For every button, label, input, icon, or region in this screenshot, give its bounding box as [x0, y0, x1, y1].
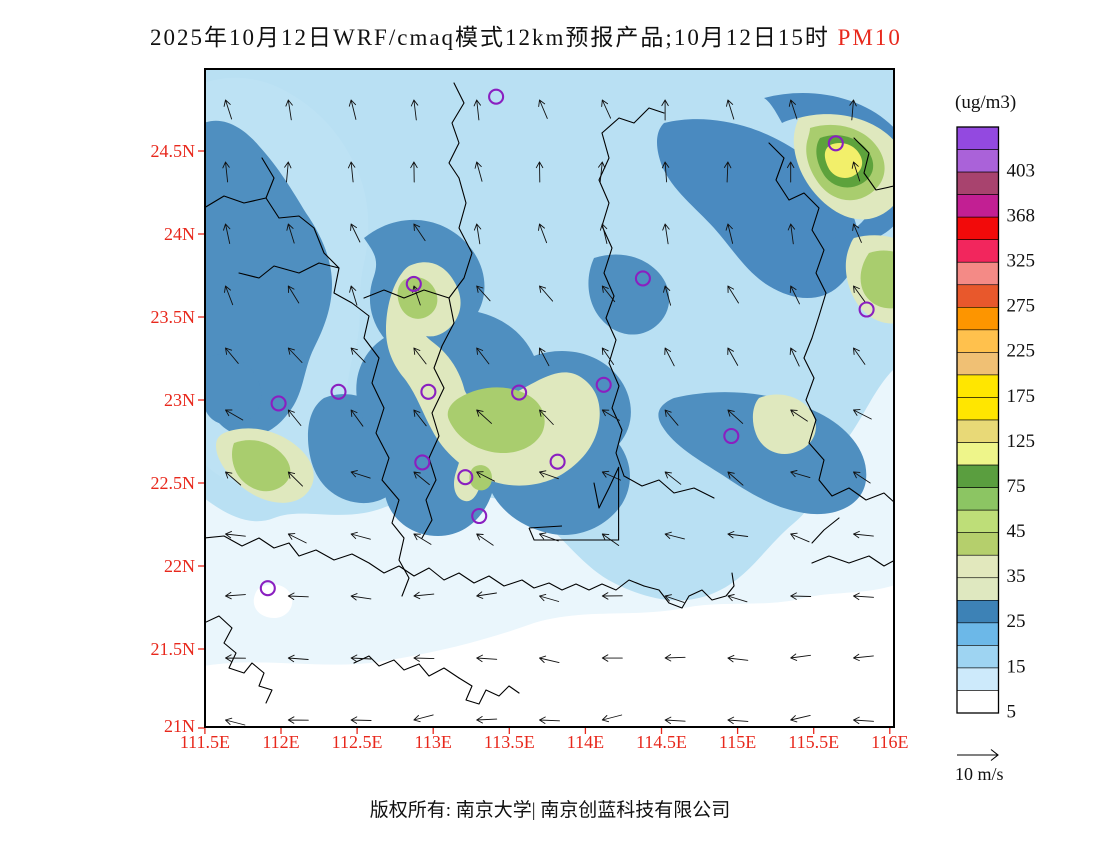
svg-text:75: 75 — [1007, 476, 1026, 497]
svg-text:24.5N: 24.5N — [151, 141, 196, 161]
svg-text:23.5N: 23.5N — [151, 307, 196, 327]
svg-text:25: 25 — [1007, 611, 1026, 632]
svg-text:113.5E: 113.5E — [484, 732, 535, 752]
svg-text:225: 225 — [1007, 341, 1036, 362]
svg-text:114.5E: 114.5E — [636, 732, 687, 752]
svg-text:21.5N: 21.5N — [151, 639, 196, 659]
svg-text:115E: 115E — [719, 732, 756, 752]
svg-text:112E: 112E — [262, 732, 299, 752]
svg-text:113E: 113E — [415, 732, 452, 752]
svg-text:22.5N: 22.5N — [151, 473, 196, 493]
svg-text:45: 45 — [1007, 521, 1026, 542]
svg-text:15: 15 — [1007, 656, 1026, 677]
svg-text:22N: 22N — [164, 556, 195, 576]
svg-text:125: 125 — [1007, 431, 1036, 452]
svg-text:版权所有: 南京大学| 南京创蓝科技有限公司: 版权所有: 南京大学| 南京创蓝科技有限公司 — [370, 799, 731, 821]
svg-text:114E: 114E — [567, 732, 604, 752]
svg-text:35: 35 — [1007, 566, 1026, 587]
svg-text:5: 5 — [1007, 701, 1017, 722]
svg-text:24N: 24N — [164, 224, 195, 244]
svg-text:112.5E: 112.5E — [332, 732, 383, 752]
svg-text:403: 403 — [1007, 160, 1036, 181]
svg-text:275: 275 — [1007, 296, 1036, 317]
svg-text:325: 325 — [1007, 251, 1036, 272]
svg-text:368: 368 — [1007, 206, 1036, 227]
svg-text:(ug/m3): (ug/m3) — [955, 92, 1016, 113]
svg-text:10 m/s: 10 m/s — [955, 764, 1004, 784]
svg-text:175: 175 — [1007, 386, 1036, 407]
svg-text:23N: 23N — [164, 390, 195, 410]
svg-text:115.5E: 115.5E — [788, 732, 839, 752]
svg-text:116E: 116E — [871, 732, 908, 752]
svg-text:111.5E: 111.5E — [180, 732, 230, 752]
